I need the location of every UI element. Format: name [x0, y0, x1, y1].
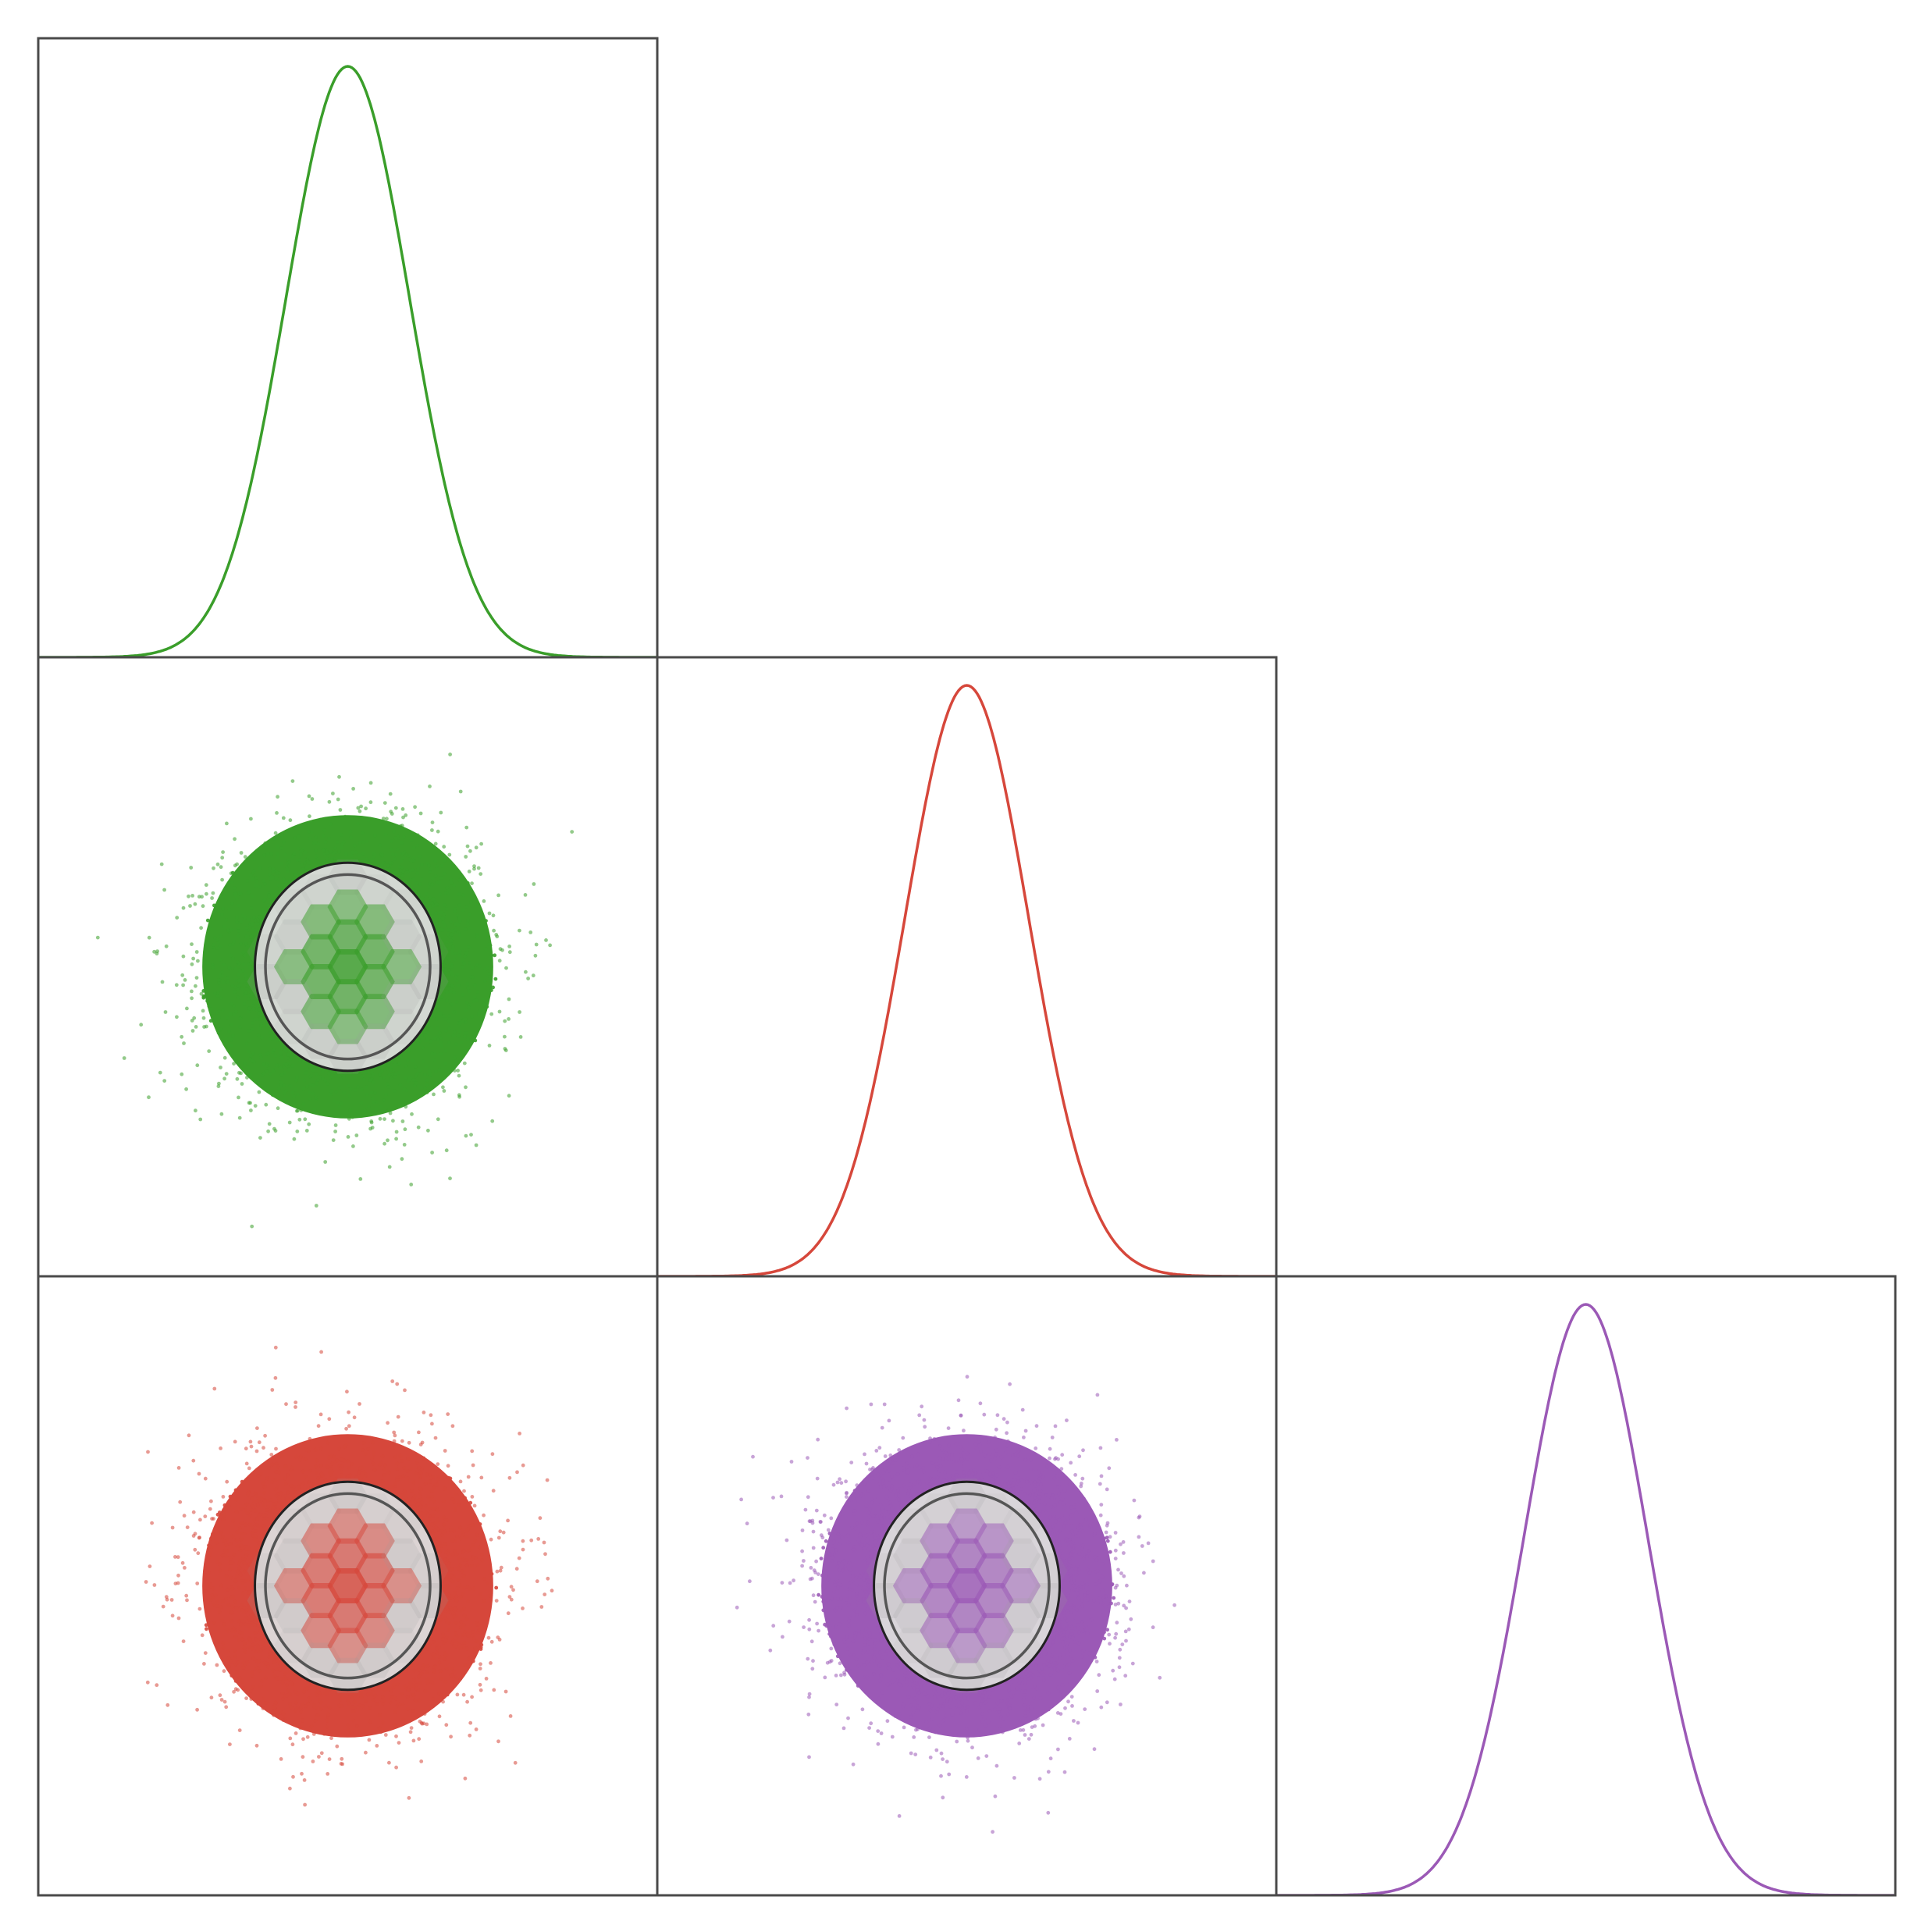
panel-density-r1c1 — [656, 656, 1278, 1278]
panel-frame — [37, 37, 659, 659]
hexbin-shading — [247, 1478, 449, 1693]
density-curve — [38, 65, 657, 657]
contour-inner-line — [264, 873, 432, 1061]
scatter-area — [95, 753, 575, 1229]
density-curve — [1276, 1303, 1895, 1895]
contour-inner-line — [883, 1492, 1051, 1680]
contour-outer-line — [254, 861, 442, 1073]
hexbin-shading — [866, 1478, 1068, 1693]
panel-density-r0c0 — [37, 37, 659, 659]
scatter-area — [144, 1345, 554, 1807]
panels-group — [37, 37, 1897, 1897]
density-curve — [657, 684, 1276, 1276]
scatter-area — [735, 1375, 1176, 1834]
contour-inner-line — [264, 1492, 432, 1680]
panel-frame — [1275, 1275, 1897, 1897]
panel-density-r2c2 — [1275, 1275, 1897, 1897]
panel-frame — [656, 656, 1278, 1278]
panel-scatter-r2c0 — [37, 1275, 659, 1897]
contour-outer-line — [254, 1480, 442, 1692]
hexbin-shading — [247, 859, 449, 1074]
contour-outer-line — [873, 1480, 1061, 1692]
panel-scatter-r2c1 — [656, 1275, 1278, 1897]
panel-scatter-r1c0 — [37, 656, 659, 1278]
